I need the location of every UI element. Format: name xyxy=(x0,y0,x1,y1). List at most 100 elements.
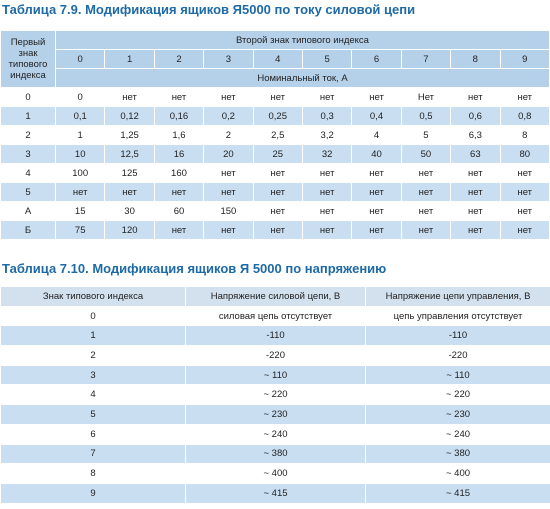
table-cell: 4 xyxy=(0,384,186,406)
table-cell: 30 xyxy=(104,201,155,221)
table-cell: нет xyxy=(153,182,205,202)
table-row: 4 100 125 160 нет нет нет нет нет нет нет xyxy=(0,163,550,183)
table-cell: 0,12 xyxy=(104,106,155,126)
table-row: 5 нет нет нет нет нет нет нет нет нет нет xyxy=(0,182,550,202)
table-cell: нет xyxy=(153,87,205,107)
table-row: 1 -110 -110 xyxy=(0,325,550,347)
table-cell: 0,4 xyxy=(351,106,402,126)
table-cell: А xyxy=(0,201,56,221)
table-cell: 2 xyxy=(0,125,56,145)
column-header: 5 xyxy=(301,49,353,69)
table-cell: 7 xyxy=(0,443,186,465)
table-cell: нет xyxy=(203,182,254,202)
table-cell: нет xyxy=(301,220,353,240)
table-title: Таблица 7.9. Модификация ящиков Я5000 по… xyxy=(2,2,416,17)
table-row: Б 75 120 нет нет нет нет нет нет нет нет xyxy=(0,220,550,240)
table-cell: 120 xyxy=(104,220,155,240)
table-row: 7 ~ 380 ~ 380 xyxy=(0,443,550,465)
column-header: 2 xyxy=(153,49,205,69)
table-cell: нет xyxy=(400,201,452,221)
column-header: 1 xyxy=(104,49,155,69)
table-cell: 0,25 xyxy=(252,106,303,126)
table-cell: ~ 380 xyxy=(365,443,550,465)
table-cell: нет xyxy=(351,163,402,183)
table-cell: 0 xyxy=(54,87,106,107)
column-header: 6 xyxy=(351,49,402,69)
header-row: Номинальный ток, А xyxy=(1,68,550,88)
table-cell: ~ 220 xyxy=(185,384,366,406)
table-cell: 0 xyxy=(0,87,56,107)
table-cell: Б xyxy=(0,220,56,240)
table-cell: 0,5 xyxy=(400,106,452,126)
table-cell: нет xyxy=(54,182,106,202)
column-header: Напряжение силовой цепи, В xyxy=(185,286,366,307)
table-cell: 2 xyxy=(0,345,186,366)
header-cell: Первый знак типового индекса xyxy=(0,30,56,88)
table-cell: нет xyxy=(203,87,254,107)
table-cell: -220 xyxy=(185,345,366,366)
table-cell: 150 xyxy=(203,201,254,221)
table-cell: 5 xyxy=(400,125,452,145)
table-cell: нет xyxy=(153,220,205,240)
table-cell: Нет xyxy=(400,87,452,107)
column-header: 8 xyxy=(450,49,501,69)
table-cell: 15 xyxy=(54,201,106,221)
table-cell: нет xyxy=(351,182,402,202)
table-cell: ~ 230 xyxy=(185,404,366,425)
table-cell: ~ 220 xyxy=(365,384,550,406)
table-cell: 6 xyxy=(0,423,186,445)
table-cell: ~ 380 xyxy=(185,443,366,465)
column-header: 0 xyxy=(54,49,106,69)
table-cell: 32 xyxy=(301,144,353,164)
table-cell: нет xyxy=(450,87,501,107)
table-cell: нет xyxy=(252,163,303,183)
table-title: Таблица 7.10. Модификация ящиков Я 5000 … xyxy=(2,261,387,276)
table-cell: 4 xyxy=(351,125,402,145)
table-cell: ~ 240 xyxy=(185,423,366,445)
table-cell: 0,16 xyxy=(153,106,205,126)
current-table: Первый знак типового индекса Второй знак … xyxy=(0,30,550,240)
table-cell: нет xyxy=(104,87,155,107)
table-row: 4 ~ 220 ~ 220 xyxy=(0,384,550,406)
table-cell: 12,5 xyxy=(104,144,155,164)
table-cell: нет xyxy=(252,182,303,202)
table-cell: 10 xyxy=(54,144,106,164)
table-row: 8 ~ 400 ~ 400 xyxy=(0,463,550,484)
table-cell: нет xyxy=(499,220,550,240)
table-cell: 0,2 xyxy=(203,106,254,126)
table-cell: нет xyxy=(301,87,353,107)
table-cell: нет xyxy=(499,87,550,107)
table-cell: 1 xyxy=(54,125,106,145)
table-cell: нет xyxy=(400,220,452,240)
table-cell: ~ 110 xyxy=(365,364,550,386)
table-cell: 4 xyxy=(0,163,56,183)
table-cell: ~ 415 xyxy=(365,482,550,504)
table-cell: 8 xyxy=(0,463,186,484)
table-cell: 1 xyxy=(0,106,56,126)
table-cell: нет xyxy=(104,182,155,202)
table-row: А 15 30 60 150 нет нет нет нет нет нет xyxy=(0,201,550,221)
voltage-table: Знак типового индекса Напряжение силовой … xyxy=(0,286,550,504)
table-cell: 75 xyxy=(54,220,106,240)
table-cell: 80 xyxy=(499,144,550,164)
table-cell: 2 xyxy=(203,125,254,145)
table-cell: ~ 230 xyxy=(365,404,550,425)
table-cell: нет xyxy=(499,182,550,202)
table-cell: ~ 400 xyxy=(185,463,366,484)
table-cell: 5 xyxy=(0,182,56,202)
table-row: 9 ~ 415 ~ 415 xyxy=(0,482,550,504)
table-cell: нет xyxy=(301,163,353,183)
column-header: 3 xyxy=(203,49,254,69)
table-cell: нет xyxy=(301,182,353,202)
table-cell: нет xyxy=(400,163,452,183)
table-row: 6 ~ 240 ~ 240 xyxy=(0,423,550,445)
header-cell: Второй знак типового индекса xyxy=(55,30,550,50)
table-cell: 0,3 xyxy=(301,106,353,126)
table-cell: 1 xyxy=(0,325,186,347)
table-cell: нет xyxy=(450,182,501,202)
table-cell: 0,6 xyxy=(450,106,501,126)
table-cell: -220 xyxy=(365,345,550,366)
table-cell: 1,6 xyxy=(153,125,205,145)
header-row: Первый знак типового индекса Второй знак … xyxy=(0,30,550,88)
table-cell: нет xyxy=(252,201,303,221)
